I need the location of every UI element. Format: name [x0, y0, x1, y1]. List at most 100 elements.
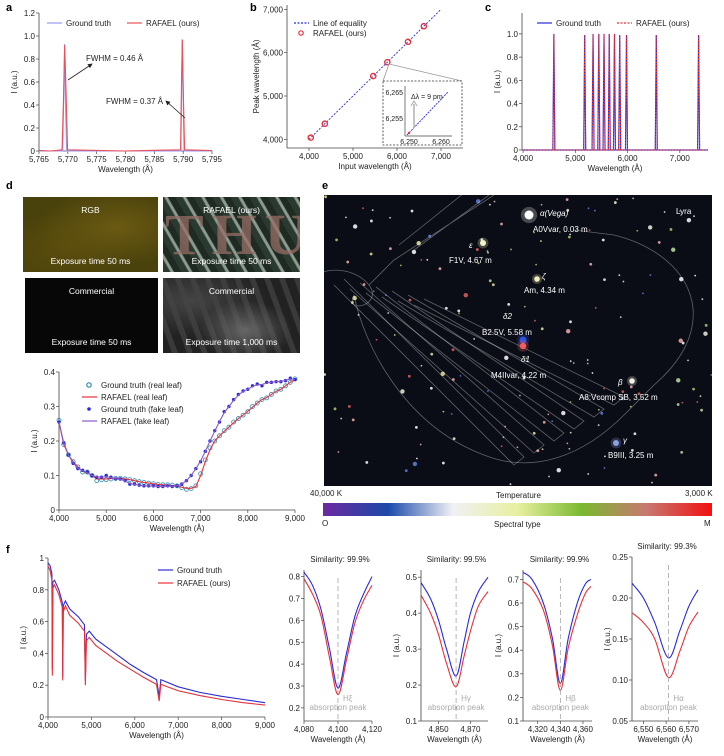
named-star	[534, 276, 540, 282]
star	[347, 405, 351, 408]
star	[651, 481, 653, 484]
star	[647, 225, 653, 230]
star	[588, 229, 591, 231]
star	[441, 461, 445, 465]
image-title: Commercial	[208, 286, 255, 296]
star	[393, 334, 396, 336]
colorbar-left-label: 40,000 K	[310, 489, 343, 498]
star	[568, 447, 571, 450]
star	[458, 312, 460, 315]
star	[491, 283, 495, 287]
star	[457, 309, 461, 313]
series-ground-truth	[303, 571, 373, 689]
star-info-epsilon: F1V, 4.67 m	[449, 256, 492, 265]
y-tick-label: 0.5	[406, 573, 418, 582]
x-tick-label: 4,120	[362, 725, 383, 734]
star	[701, 298, 704, 301]
named-star	[519, 342, 527, 350]
star	[519, 394, 521, 397]
y-tick-label: 0.5	[289, 638, 301, 647]
star	[507, 302, 511, 306]
star	[633, 432, 637, 436]
star	[509, 483, 512, 486]
star	[504, 425, 507, 428]
x-tick-label: 4,100	[328, 725, 349, 734]
series-rafael-ours-	[420, 591, 489, 688]
legend-item: Line of equality	[294, 19, 367, 28]
y-tick-label: 0.25	[612, 553, 628, 562]
star	[487, 251, 489, 254]
similarity-label: Similarity: 99.3%	[637, 542, 697, 551]
lyra-star-map: Lyra α(Vega) A0Vvar, 0.03 m ε F1V, 4.67 …	[324, 195, 712, 486]
data-point	[212, 438, 218, 444]
x-tick-label: 4,340	[550, 725, 571, 734]
x-tick-label: 4,080	[294, 725, 315, 734]
star	[451, 378, 455, 381]
star	[692, 387, 695, 391]
y-axis-label: Peak wavelength (Å)	[252, 39, 261, 113]
star	[703, 331, 708, 336]
star	[477, 262, 480, 265]
star	[535, 263, 538, 266]
legend-label: RAFAEL (ours)	[313, 29, 367, 38]
star	[500, 222, 503, 226]
star	[430, 352, 434, 356]
lyre-string	[397, 294, 605, 418]
star	[532, 431, 536, 435]
fwhm-arrow-2	[165, 100, 186, 119]
star	[463, 292, 468, 298]
chart-f4: 6,550 6,560 6,570 0.05 0.10 0.15 0.20 0.25 Wavel…	[603, 542, 699, 744]
star	[569, 360, 572, 363]
star	[567, 235, 571, 239]
series-group	[56, 376, 298, 492]
star	[352, 295, 357, 301]
y-tick-label: 0.6	[33, 618, 45, 627]
star	[663, 211, 666, 213]
image-title: RGB	[81, 205, 100, 215]
x-tick-label: 5,770	[58, 155, 79, 164]
x-tick-label: 4,000	[513, 154, 534, 163]
star-info-zeta: Am, 4.34 m	[524, 286, 565, 295]
similarity-label: Similarity: 99.9%	[530, 555, 590, 564]
inset-connector	[382, 63, 390, 82]
y-tick-label: 0.15	[612, 635, 628, 644]
named-star	[524, 210, 534, 220]
y-tick-label: 0.8	[289, 573, 301, 582]
star	[426, 258, 429, 261]
star	[632, 197, 635, 200]
star	[365, 461, 369, 464]
x-axis-label: Wavelength (Å)	[638, 735, 693, 744]
lyre-string	[381, 290, 585, 430]
star	[415, 425, 418, 429]
data-point	[420, 22, 428, 30]
star	[502, 436, 505, 439]
y-tick-label: 0.3	[406, 645, 418, 654]
inset-x-tick-label: 6,250	[400, 139, 418, 146]
y-tick-label: 6,000	[263, 49, 284, 58]
x-tick-label: 6,000	[618, 154, 639, 163]
image-caption: Exposure time 50 ms	[191, 256, 272, 266]
panel-label-b: b	[250, 2, 257, 14]
star	[603, 278, 606, 282]
y-tick-label: 1.0	[24, 32, 36, 41]
x-axis-label: Wavelength (Å)	[150, 524, 205, 533]
legend-item: RAFAEL (ours)	[127, 19, 200, 28]
star	[586, 362, 589, 365]
legend-item: RAFAEL (ours)	[617, 19, 690, 28]
y-tick-label: 7,000	[263, 5, 284, 14]
x-tick-label: 5,000	[565, 154, 586, 163]
y-tick-label: 0.6	[508, 599, 520, 608]
series-rafael-ours-	[631, 611, 699, 679]
legend-item: Ground truth	[47, 19, 111, 28]
data-point	[254, 400, 260, 406]
data-point	[278, 386, 284, 392]
constellation-name: Lyra	[676, 207, 692, 216]
y-tick-label: 0.05	[612, 717, 628, 726]
y-tick-label: 0.4	[289, 660, 301, 669]
star	[621, 397, 624, 401]
star	[416, 457, 418, 460]
star	[671, 247, 676, 252]
star	[493, 200, 496, 203]
star	[400, 389, 405, 394]
x-axis-label: Wavelength (Å)	[588, 164, 643, 173]
